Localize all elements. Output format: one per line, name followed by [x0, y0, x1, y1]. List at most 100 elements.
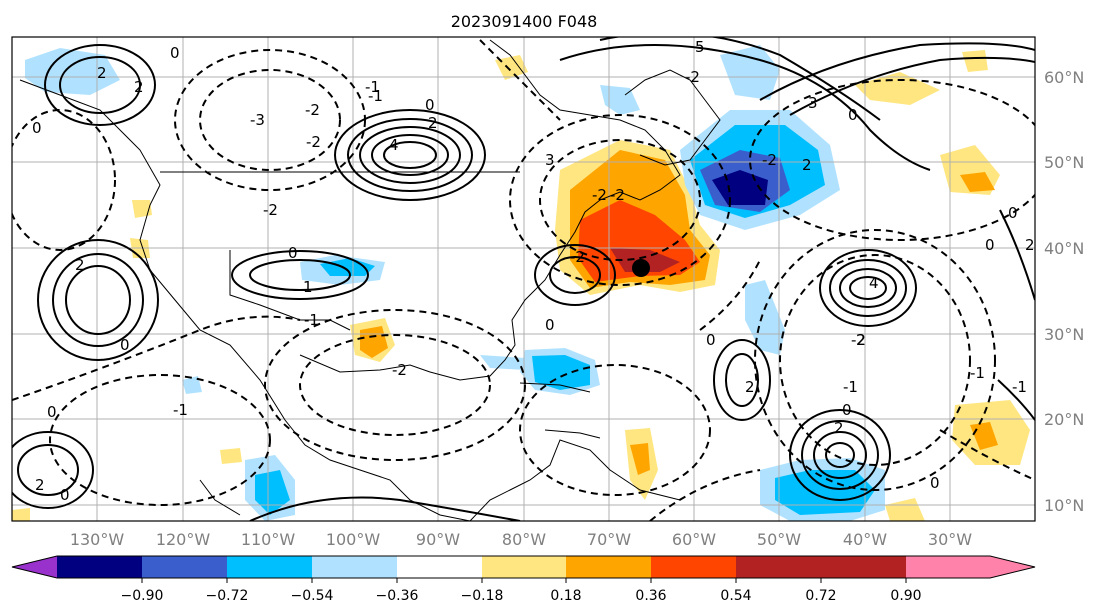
contour-line	[779, 254, 971, 466]
contour-label: 1	[303, 278, 313, 296]
contour-line	[59, 56, 141, 114]
positive-anomaly-region	[12, 508, 30, 521]
contour-label: -2	[610, 186, 625, 204]
lat-label: 10°N	[1044, 496, 1084, 515]
contour-line	[299, 334, 491, 436]
contour-label: -1	[970, 364, 985, 382]
contour-label: 0	[842, 401, 852, 419]
contour-line	[939, 429, 1035, 481]
colorbar-swatch	[397, 556, 482, 578]
contour-line	[12, 109, 116, 251]
contour-label: 2	[802, 156, 812, 174]
lon-label: 60°W	[672, 530, 716, 549]
lon-label: 100°W	[326, 530, 381, 549]
contour-label: -1	[1012, 378, 1027, 396]
positive-anomaly-region	[220, 448, 242, 464]
contour-line	[383, 141, 437, 169]
contour-label: 2	[97, 64, 107, 82]
negative-anomaly-region	[745, 280, 785, 355]
colorbar-tick-label: −0.90	[121, 588, 164, 604]
colorbar-outline	[11, 555, 1036, 579]
contour-line	[44, 44, 156, 126]
contour-label: 2	[428, 114, 438, 132]
lat-label: 50°N	[1044, 153, 1084, 172]
contour-line	[264, 309, 526, 461]
contour-label: 0	[120, 336, 130, 354]
contour-line	[849, 276, 887, 300]
contour-label: -2	[305, 101, 320, 119]
contour-line	[479, 39, 561, 121]
contour-line	[249, 496, 521, 521]
lon-label: 50°W	[757, 530, 801, 549]
contour-line	[997, 379, 1035, 421]
colorbar-tick-label: 0.18	[550, 588, 581, 604]
colorbar-tick-label: 0.90	[890, 588, 921, 604]
positive-anomaly-region	[962, 50, 988, 72]
positive-anomaly-region	[132, 200, 152, 218]
lon-label: 70°W	[587, 530, 631, 549]
contour-line	[199, 69, 341, 171]
lon-label: 90°W	[416, 530, 460, 549]
lon-label: 120°W	[156, 530, 211, 549]
contour-label: 0	[848, 106, 858, 124]
colorbar: −0.90 −0.72 −0.54 −0.36 −0.18 0.18 0.36 …	[11, 555, 1036, 604]
contour-line	[801, 420, 879, 490]
longitude-labels: 130°W 120°W 110°W 100°W 90°W 80°W 70°W 6…	[70, 530, 972, 549]
contour-labels: 0 0 2 2 4 -2 -2 0 0 2 4 3 -2 5 3 0 -1 -2…	[32, 38, 1035, 504]
contour-line	[539, 139, 701, 261]
positive-anomaly-region	[885, 498, 925, 521]
negative-anomaly-region	[600, 85, 640, 115]
contour-line	[825, 442, 855, 468]
colorbar-swatch	[142, 556, 227, 578]
contour-line	[231, 250, 369, 300]
colorbar-tick-label: 0.72	[805, 588, 836, 604]
negative-anomaly-region	[720, 45, 780, 100]
contour-label: -2	[263, 201, 278, 219]
contour-label: -3	[250, 111, 265, 129]
contour-label: -2	[592, 186, 607, 204]
colorbar-extend-high	[990, 556, 1035, 578]
contour-label: -1	[365, 78, 380, 96]
contour-label: 0	[985, 236, 995, 254]
contour-line	[559, 44, 931, 171]
contour-line	[754, 229, 996, 491]
contour-line	[789, 56, 1035, 116]
colorbar-tick-label: 0.54	[720, 588, 751, 604]
colorbar-swatch	[57, 556, 142, 578]
contour-label: -2	[762, 151, 777, 169]
contour-line	[649, 469, 761, 521]
solid-contours	[12, 37, 1035, 521]
contour-label: 0	[32, 119, 42, 137]
contour-line	[829, 259, 907, 317]
positive-anomaly-region	[630, 443, 650, 475]
contour-label: 0	[1008, 204, 1018, 222]
lon-label: 40°W	[843, 530, 887, 549]
contour-label: -1	[368, 87, 383, 105]
colorbar-swatch	[482, 556, 566, 578]
positive-anomaly-region	[495, 55, 528, 80]
colorbar-extend-low	[12, 556, 57, 578]
contour-label: 2	[856, 331, 866, 349]
map-area: 0 0 2 2 4 -2 -2 0 0 2 4 3 -2 5 3 0 -1 -2…	[12, 37, 1035, 521]
contour-line	[819, 249, 917, 327]
contour-label: 0	[60, 486, 70, 504]
contour-line	[37, 239, 159, 361]
lat-label: 60°N	[1044, 68, 1084, 87]
contour-line	[699, 259, 761, 331]
negative-anomaly-region	[25, 48, 120, 95]
contour-line	[509, 114, 731, 286]
colorbar-swatch	[566, 556, 651, 578]
contour-line	[347, 118, 473, 192]
contour-label: 0	[288, 244, 298, 262]
colorbar-tick-label: −0.54	[291, 588, 334, 604]
colorbar-swatch	[651, 556, 736, 578]
contour-label: 2	[134, 78, 144, 96]
colorbar-swatch	[906, 556, 990, 578]
contour-line	[12, 431, 94, 509]
contour-label: -2	[306, 133, 321, 151]
contour-label: -1	[843, 378, 858, 396]
contour-line	[65, 265, 131, 335]
contour-label: 3	[808, 94, 818, 112]
colorbar-tick-labels: −0.90 −0.72 −0.54 −0.36 −0.18 0.18 0.36 …	[121, 588, 922, 604]
